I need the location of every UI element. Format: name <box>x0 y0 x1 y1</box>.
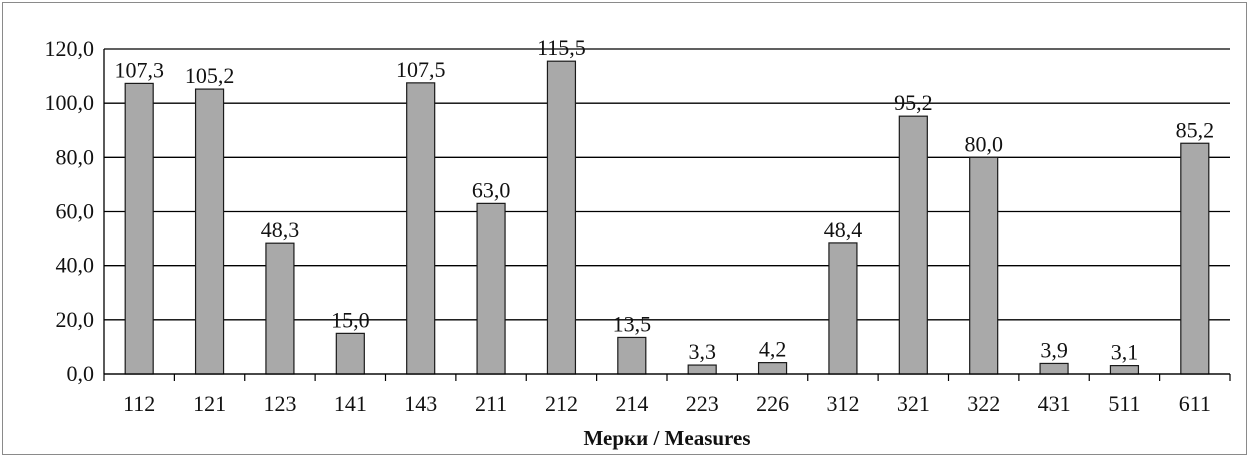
bar-312 <box>828 242 858 375</box>
y-tick-label: 100,0 <box>45 90 95 115</box>
data-label-431: 3,9 <box>1040 337 1068 362</box>
data-label-322: 80,0 <box>964 131 1003 156</box>
bar-214 <box>617 336 647 375</box>
y-axis-ticks: 0,0 20,0 40,0 60,0 80,0 100,0 120,0 <box>45 36 95 386</box>
x-tick-label-214: 214 <box>615 391 648 416</box>
bar-431 <box>1039 362 1069 375</box>
bar-511 <box>1109 365 1140 375</box>
x-tick-label-112: 112 <box>123 391 155 416</box>
bar-112 <box>124 82 154 375</box>
bar-121 <box>194 88 225 375</box>
y-tick-label: 120,0 <box>45 36 95 61</box>
x-tick-label-211: 211 <box>475 391 507 416</box>
x-tick-label-121: 121 <box>193 391 226 416</box>
data-label-223: 3,3 <box>688 339 716 364</box>
bar-123 <box>265 242 295 375</box>
x-tick-label-212: 212 <box>545 391 578 416</box>
bar-223 <box>687 364 717 375</box>
data-label-611: 85,2 <box>1176 117 1215 142</box>
x-tick-label-143: 143 <box>404 391 437 416</box>
data-labels: 107,3 105,2 48,3 15,0 107,5 63,0 115,5 13,5 3,3 4… <box>114 35 1214 364</box>
x-tick-label-312: 312 <box>826 391 859 416</box>
bar-211 <box>476 202 506 375</box>
x-tick-label-431: 431 <box>1038 391 1071 416</box>
data-label-141: 15,0 <box>331 307 370 332</box>
bar-143 <box>406 82 436 375</box>
bar-226 <box>757 362 788 375</box>
data-label-226: 4,2 <box>759 337 787 362</box>
x-tick-label-223: 223 <box>686 391 719 416</box>
bar-321 <box>898 115 928 375</box>
x-tick-label-321: 321 <box>897 391 930 416</box>
data-label-212: 115,5 <box>537 35 586 60</box>
bar-212 <box>546 60 577 375</box>
x-tick-label-123: 123 <box>263 391 296 416</box>
x-tick-label-611: 611 <box>1179 391 1211 416</box>
x-tick-label-141: 141 <box>334 391 367 416</box>
data-label-312: 48,4 <box>824 217 863 242</box>
data-label-112: 107,3 <box>114 57 164 82</box>
data-label-211: 63,0 <box>472 177 511 202</box>
bar-322 <box>969 156 999 375</box>
data-label-321: 95,2 <box>894 90 933 115</box>
y-tick-label: 0,0 <box>67 361 95 386</box>
bar-611 <box>1180 142 1210 375</box>
y-tick-label: 40,0 <box>56 253 95 278</box>
x-axis-label: Мерки / Measures <box>583 426 750 450</box>
bars <box>124 60 1210 375</box>
y-tick-label: 80,0 <box>56 144 95 169</box>
x-axis: 112 121 123 141 143 211 212 214 223 226 312 321 322 4… <box>103 373 1231 416</box>
y-tick-label: 20,0 <box>56 307 95 332</box>
y-tick-label: 60,0 <box>56 199 95 224</box>
data-label-143: 107,5 <box>396 57 446 82</box>
x-tick-label-511: 511 <box>1108 391 1140 416</box>
data-label-121: 105,2 <box>185 63 235 88</box>
bar-141 <box>335 332 365 375</box>
x-tick-label-226: 226 <box>756 391 789 416</box>
data-label-511: 3,1 <box>1111 340 1139 365</box>
x-tick-label-322: 322 <box>967 391 1000 416</box>
data-label-123: 48,3 <box>261 217 300 242</box>
data-label-214: 13,5 <box>613 311 652 336</box>
